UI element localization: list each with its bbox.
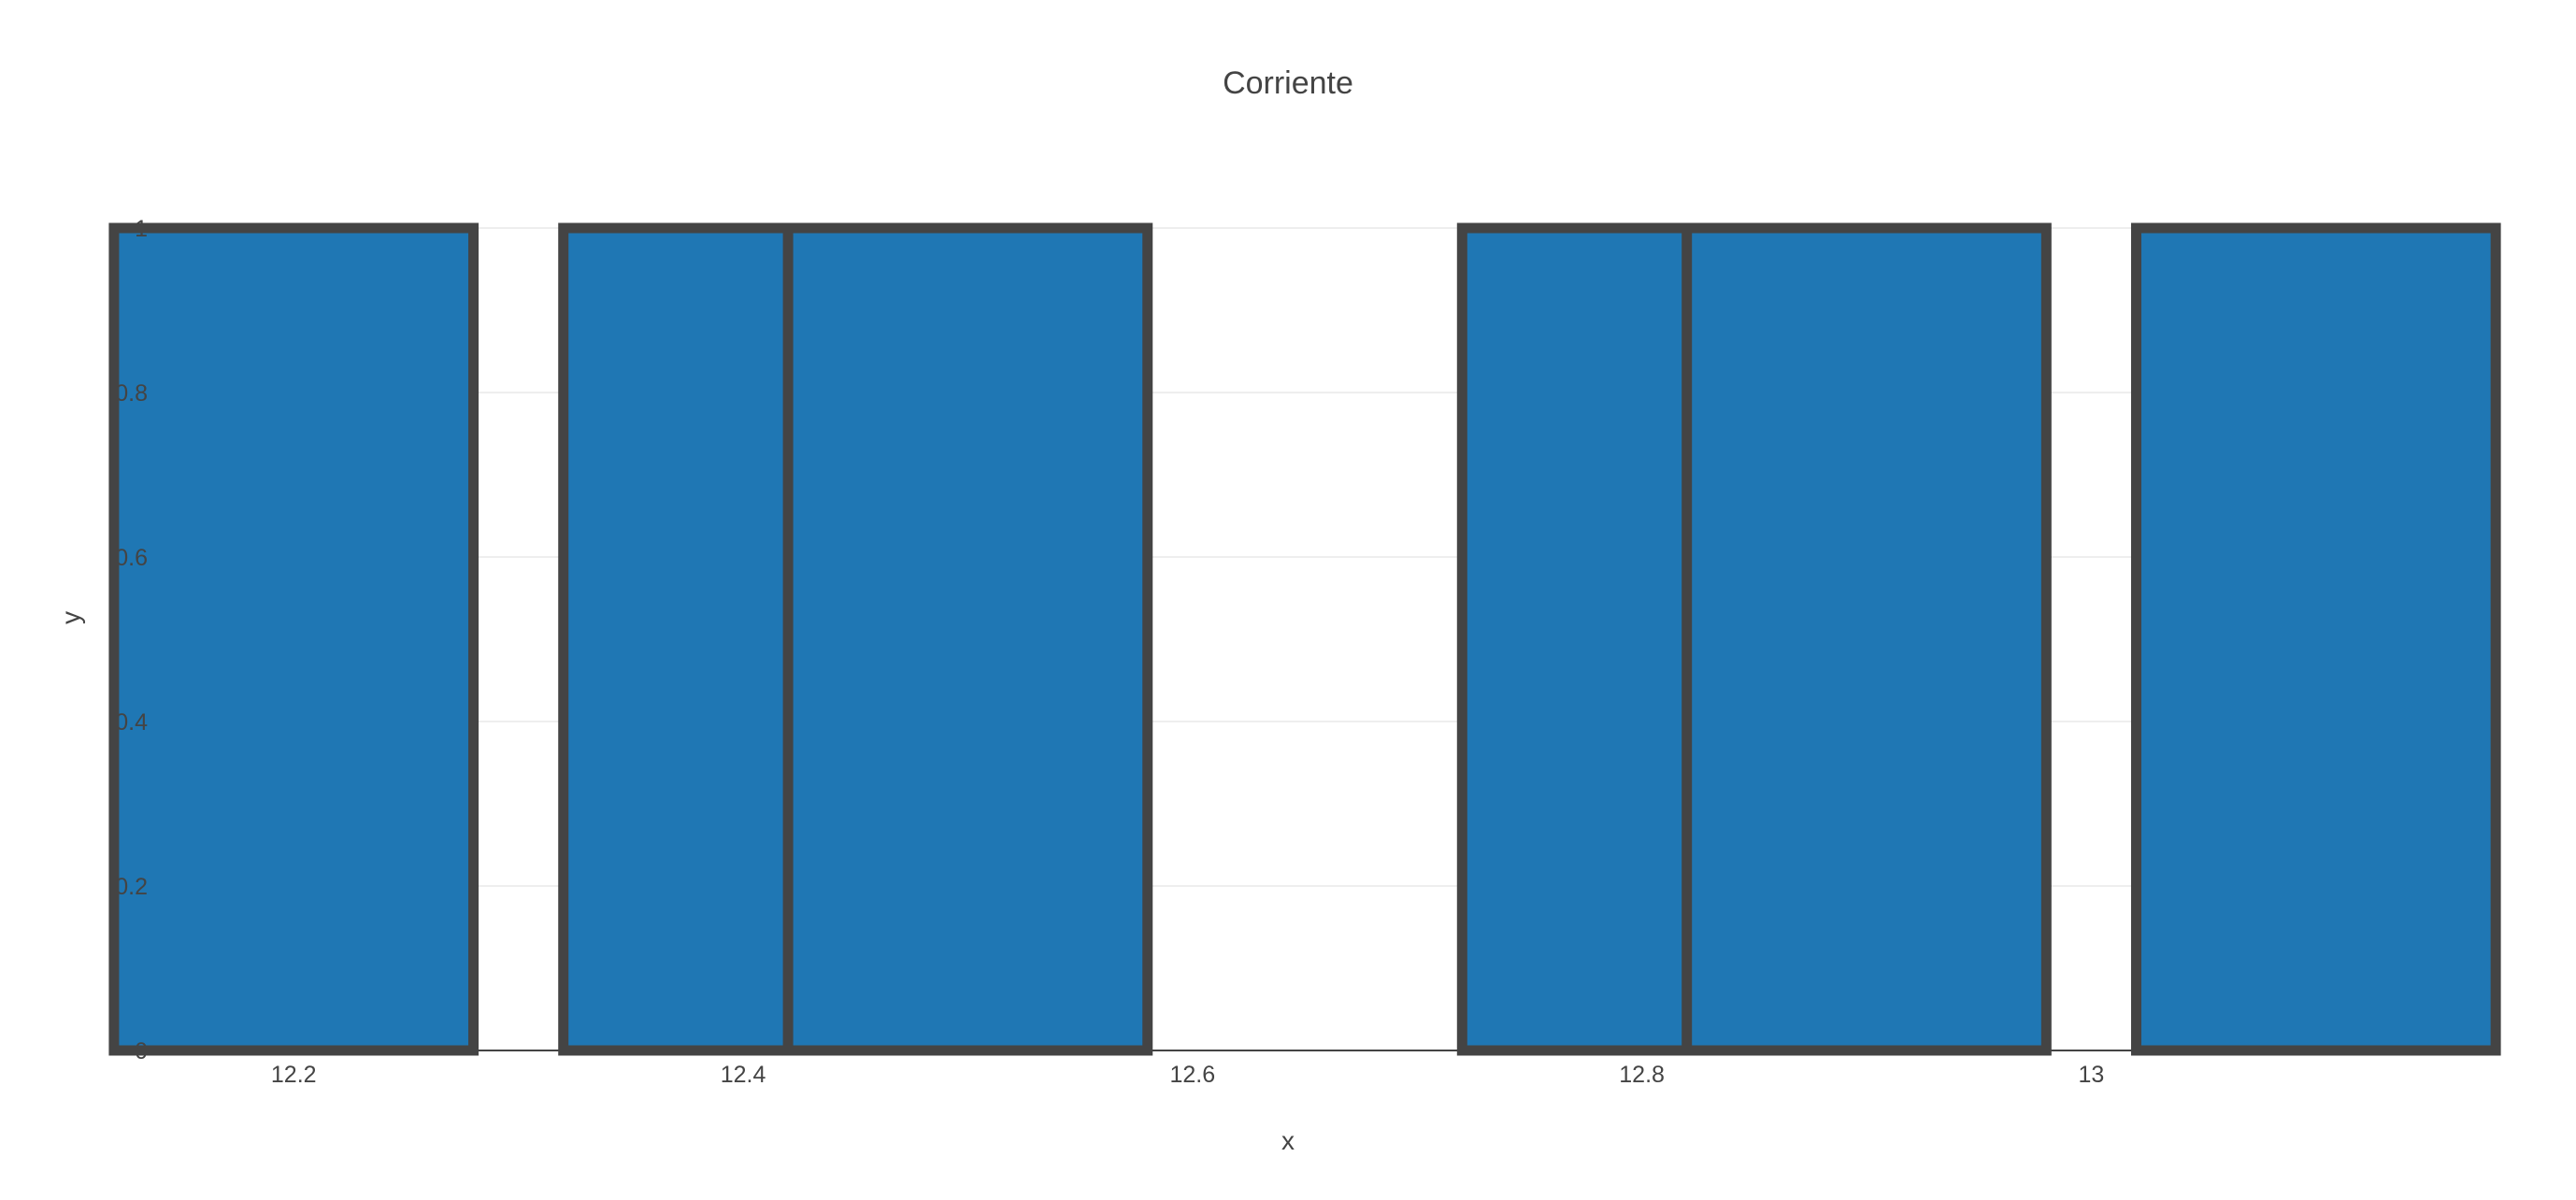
x-tick-label: 13 xyxy=(2078,1062,2104,1088)
bar xyxy=(782,222,1153,1056)
y-axis-label: y xyxy=(56,611,85,624)
x-tick-label: 12.4 xyxy=(721,1062,766,1088)
chart-title: Corriente xyxy=(1223,65,1353,101)
x-tick-label: 12.2 xyxy=(271,1062,317,1088)
y-gridlines xyxy=(159,227,2428,887)
x-tick-label: 12.8 xyxy=(1619,1062,1665,1088)
y-tick-label: 0.4 xyxy=(115,709,148,736)
y-tick-label: 0.6 xyxy=(115,545,148,571)
y-tick-labels: 0 0.2 0.4 0.6 0.8 1 xyxy=(115,216,148,1064)
y-tick-label: 0.8 xyxy=(115,380,148,407)
bar xyxy=(2130,222,2501,1056)
y-tick-label: 0 xyxy=(135,1038,148,1064)
bar xyxy=(108,222,479,1056)
y-tick-label: 1 xyxy=(135,216,148,242)
bar-series xyxy=(108,222,2501,1056)
y-tick-label: 0.2 xyxy=(115,874,148,900)
bar xyxy=(1682,222,2052,1056)
x-tick-label: 12.6 xyxy=(1169,1062,1215,1088)
x-tick-labels: 12.2 12.4 12.6 12.8 13 xyxy=(271,1062,2104,1088)
x-axis-label: x xyxy=(1281,1126,1295,1155)
